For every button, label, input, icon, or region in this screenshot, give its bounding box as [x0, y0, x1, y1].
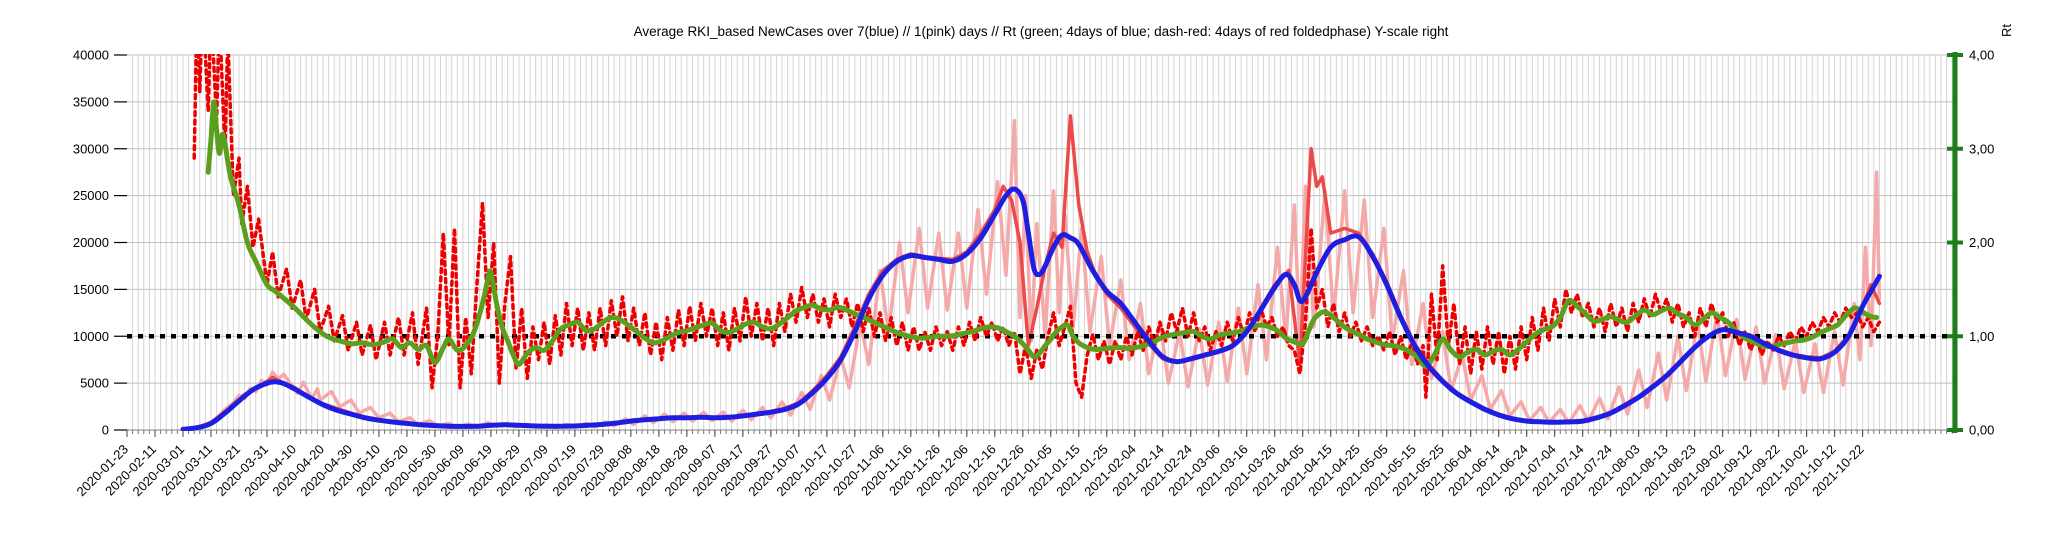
series-newcases-7day-blue	[180, 186, 1882, 431]
y-right-tick-label: 2,00	[1969, 235, 1994, 250]
y-left-tick-label: 0	[102, 423, 109, 438]
chart-title: Average RKI_based NewCases over 7(blue) …	[633, 24, 1449, 39]
series-rt-7day-green	[205, 99, 1880, 369]
series-rt-foldedphase-dashred	[192, 54, 1882, 399]
series-newcases-1day-pink	[181, 118, 1882, 431]
y-left-tick-label: 40000	[73, 48, 109, 63]
y-right-tick-label: 4,00	[1969, 48, 1994, 63]
y-right-tick-label: 1,00	[1969, 329, 1994, 344]
y-right-tick-label: 3,00	[1969, 141, 1994, 156]
y-left-tick-label: 15000	[73, 282, 109, 297]
x-axis: 2020-01-232020-02-112020-03-012020-03-11…	[73, 430, 1953, 499]
right-axis: 4,00 3,00 2,00 1,00 0,00	[1947, 48, 1994, 438]
left-axis: 40000 35000 30000 25000 20000 15000 10000 5000 0	[73, 48, 127, 438]
y-left-tick-label: 25000	[73, 188, 109, 203]
y-left-tick-label: 5000	[80, 376, 109, 391]
y-left-tick-label: 10000	[73, 329, 109, 344]
y-left-tick-label: 30000	[73, 141, 109, 156]
y-left-tick-label: 20000	[73, 235, 109, 250]
y-right-tick-label: 0,00	[1969, 423, 1994, 438]
y-left-tick-label: 35000	[73, 94, 109, 109]
